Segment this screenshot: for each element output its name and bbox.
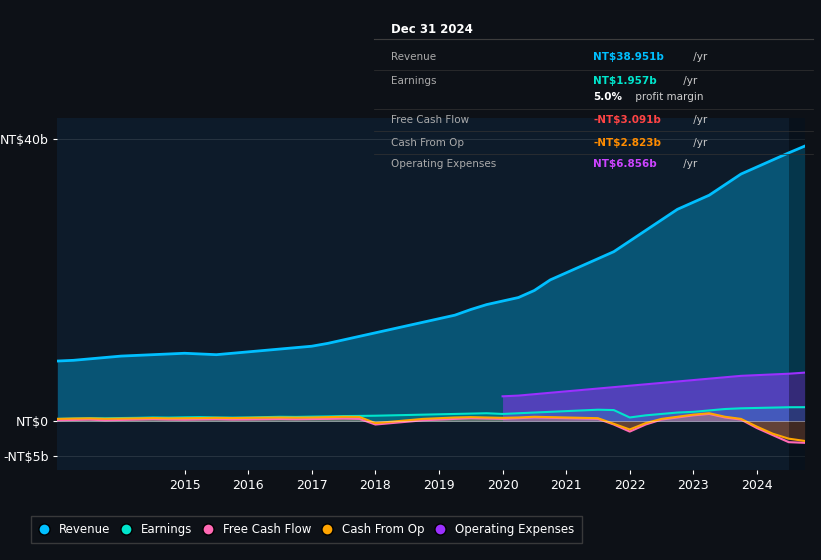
Text: NT$6.856b: NT$6.856b	[594, 159, 657, 169]
Text: Cash From Op: Cash From Op	[391, 138, 464, 148]
Text: Operating Expenses: Operating Expenses	[391, 159, 497, 169]
Text: Revenue: Revenue	[391, 52, 436, 62]
Text: -NT$3.091b: -NT$3.091b	[594, 115, 661, 125]
Text: profit margin: profit margin	[632, 92, 704, 102]
Text: /yr: /yr	[680, 159, 697, 169]
Text: NT$38.951b: NT$38.951b	[594, 52, 664, 62]
Text: -NT$2.823b: -NT$2.823b	[594, 138, 661, 148]
Text: Free Cash Flow: Free Cash Flow	[391, 115, 470, 125]
Text: /yr: /yr	[690, 115, 707, 125]
Text: NT$1.957b: NT$1.957b	[594, 76, 657, 86]
Text: /yr: /yr	[690, 52, 707, 62]
Legend: Revenue, Earnings, Free Cash Flow, Cash From Op, Operating Expenses: Revenue, Earnings, Free Cash Flow, Cash …	[30, 516, 581, 543]
Text: Earnings: Earnings	[391, 76, 437, 86]
Bar	[789, 118, 805, 470]
Text: /yr: /yr	[690, 138, 707, 148]
Text: /yr: /yr	[680, 76, 697, 86]
Text: Dec 31 2024: Dec 31 2024	[391, 22, 473, 36]
Text: 5.0%: 5.0%	[594, 92, 622, 102]
